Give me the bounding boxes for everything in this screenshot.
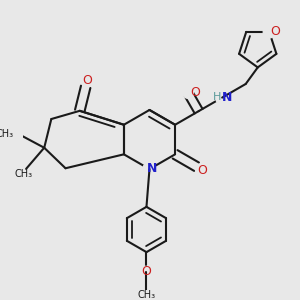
Circle shape <box>183 87 194 98</box>
Text: CH₃: CH₃ <box>137 290 155 300</box>
Text: N: N <box>221 91 232 104</box>
Circle shape <box>143 163 156 176</box>
Text: N: N <box>147 162 157 175</box>
Text: O: O <box>270 25 280 38</box>
Circle shape <box>82 76 92 87</box>
Text: O: O <box>190 86 200 99</box>
Text: CH₃: CH₃ <box>0 129 14 139</box>
Circle shape <box>196 164 207 175</box>
Text: O: O <box>82 74 92 87</box>
Text: O: O <box>197 164 207 176</box>
Circle shape <box>141 266 152 277</box>
Text: O: O <box>142 265 152 278</box>
Text: H: H <box>212 92 221 102</box>
Circle shape <box>215 91 229 104</box>
Circle shape <box>263 26 275 38</box>
Text: CH₃: CH₃ <box>14 169 32 179</box>
